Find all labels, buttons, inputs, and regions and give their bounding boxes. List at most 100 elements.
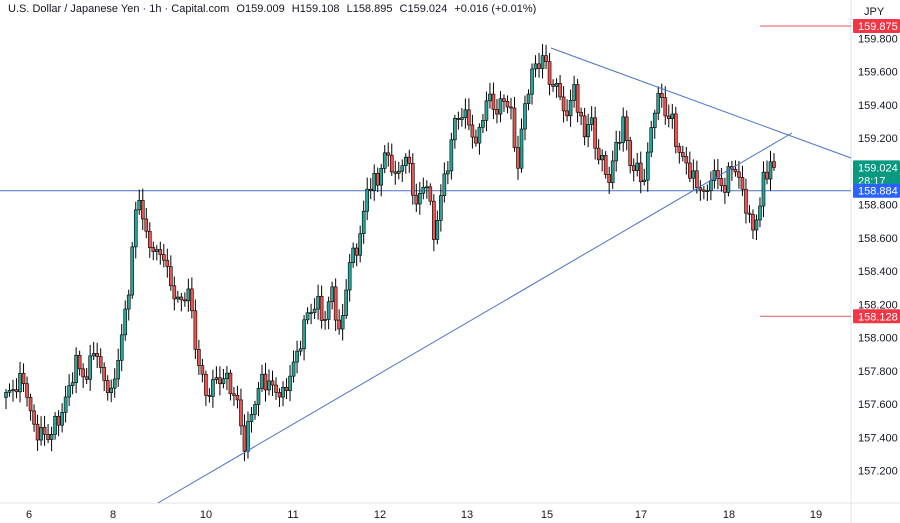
price-tick-label: 159.800 — [858, 34, 898, 46]
candle-down — [688, 162, 692, 179]
candle-down — [95, 353, 99, 357]
candle-down — [740, 177, 745, 190]
candle-down — [733, 168, 738, 173]
candle-up — [519, 128, 524, 169]
candle-down — [228, 372, 233, 395]
candle-up — [540, 55, 545, 69]
candle-up — [488, 93, 492, 102]
candle-down — [239, 399, 243, 427]
candle-down — [695, 170, 699, 188]
candle-down — [428, 186, 433, 202]
time-axis: 6 8 10 11 12 13 15 17 18 19 — [26, 509, 822, 521]
candle-down — [603, 155, 608, 175]
candle-down — [158, 249, 163, 255]
candle-up — [418, 193, 422, 205]
candle-down — [35, 423, 40, 441]
candle-down — [333, 286, 338, 321]
candle-down — [165, 259, 170, 267]
candle-up — [439, 195, 443, 221]
candle-down — [765, 171, 769, 180]
candle-up — [67, 385, 71, 398]
candle-up — [614, 141, 618, 162]
candle-down — [772, 161, 776, 168]
candle-down — [410, 163, 415, 196]
candle-up — [645, 151, 650, 181]
candle-up — [7, 389, 12, 393]
candle-down — [575, 84, 580, 113]
candle-up — [600, 155, 604, 161]
ohlc-change: +0.016 (+0.01%) — [454, 3, 537, 15]
ohlc-high: H159.108 — [291, 3, 340, 15]
candle-down — [628, 140, 633, 166]
ascending-trendline — [157, 132, 793, 504]
candle-up — [298, 348, 303, 352]
candle-up — [130, 246, 135, 296]
candle-up — [635, 162, 640, 171]
upper-level-badge: 159.875 — [858, 21, 898, 33]
price-tick-label: 158.200 — [858, 299, 898, 311]
candle-down — [263, 373, 268, 391]
candle-down — [491, 93, 496, 110]
candle-down — [32, 410, 36, 425]
candle-up — [758, 205, 762, 221]
candle-up — [533, 63, 538, 70]
candle-down — [197, 349, 201, 366]
candle-up — [526, 93, 531, 104]
candle-up — [463, 109, 468, 118]
support-level-badge: 158.884 — [858, 186, 898, 198]
candle-down — [25, 383, 29, 398]
candle-down — [235, 395, 240, 401]
candle-up — [460, 117, 464, 120]
candle-down — [470, 124, 475, 138]
candle-up — [425, 186, 429, 189]
candle-up — [281, 386, 285, 398]
candle-up — [323, 319, 327, 321]
candle-up — [288, 375, 292, 391]
candle-up — [421, 186, 426, 194]
ohlc-open: O159.009 — [236, 3, 285, 15]
time-tick-label: 15 — [541, 509, 553, 521]
candle-up — [400, 165, 405, 172]
candle-up — [365, 188, 370, 212]
candle-down — [389, 154, 394, 173]
candle-up — [372, 173, 377, 191]
candle-up — [449, 139, 454, 172]
time-tick-label: 12 — [374, 509, 386, 521]
candle-down — [547, 61, 552, 85]
candle-up — [126, 294, 131, 310]
candle-up — [446, 170, 450, 175]
candle-down — [14, 389, 19, 393]
candle-up — [768, 161, 773, 180]
candle-up — [154, 249, 159, 252]
time-tick-label: 18 — [723, 509, 735, 521]
candle-down — [354, 247, 359, 256]
candle-up — [49, 434, 54, 440]
candle-up — [726, 166, 731, 193]
candle-down — [617, 141, 622, 144]
candle-down — [21, 373, 26, 384]
candle-up — [63, 396, 68, 413]
time-tick-label: 11 — [287, 509, 298, 521]
candle-down — [674, 113, 678, 147]
candle-up — [705, 190, 710, 192]
candle-down — [659, 93, 664, 98]
symbol-title[interactable]: U.S. Dollar / Japanese Yen · 1h · Capita… — [8, 3, 230, 15]
support-level-badge-bg — [853, 183, 900, 198]
candle-down — [638, 162, 643, 183]
candle-up — [761, 171, 766, 207]
candle-down — [207, 394, 212, 397]
candle-down — [407, 156, 412, 164]
candle-down — [274, 384, 278, 393]
price-tick-label: 157.200 — [858, 466, 898, 478]
candle-up — [18, 373, 22, 393]
candle-up — [586, 124, 590, 138]
candle-down — [631, 165, 636, 171]
candle-down — [561, 96, 566, 112]
candle-down — [684, 156, 689, 164]
candle-up — [326, 301, 331, 320]
candle-up — [403, 156, 408, 167]
candle-up — [530, 68, 534, 95]
